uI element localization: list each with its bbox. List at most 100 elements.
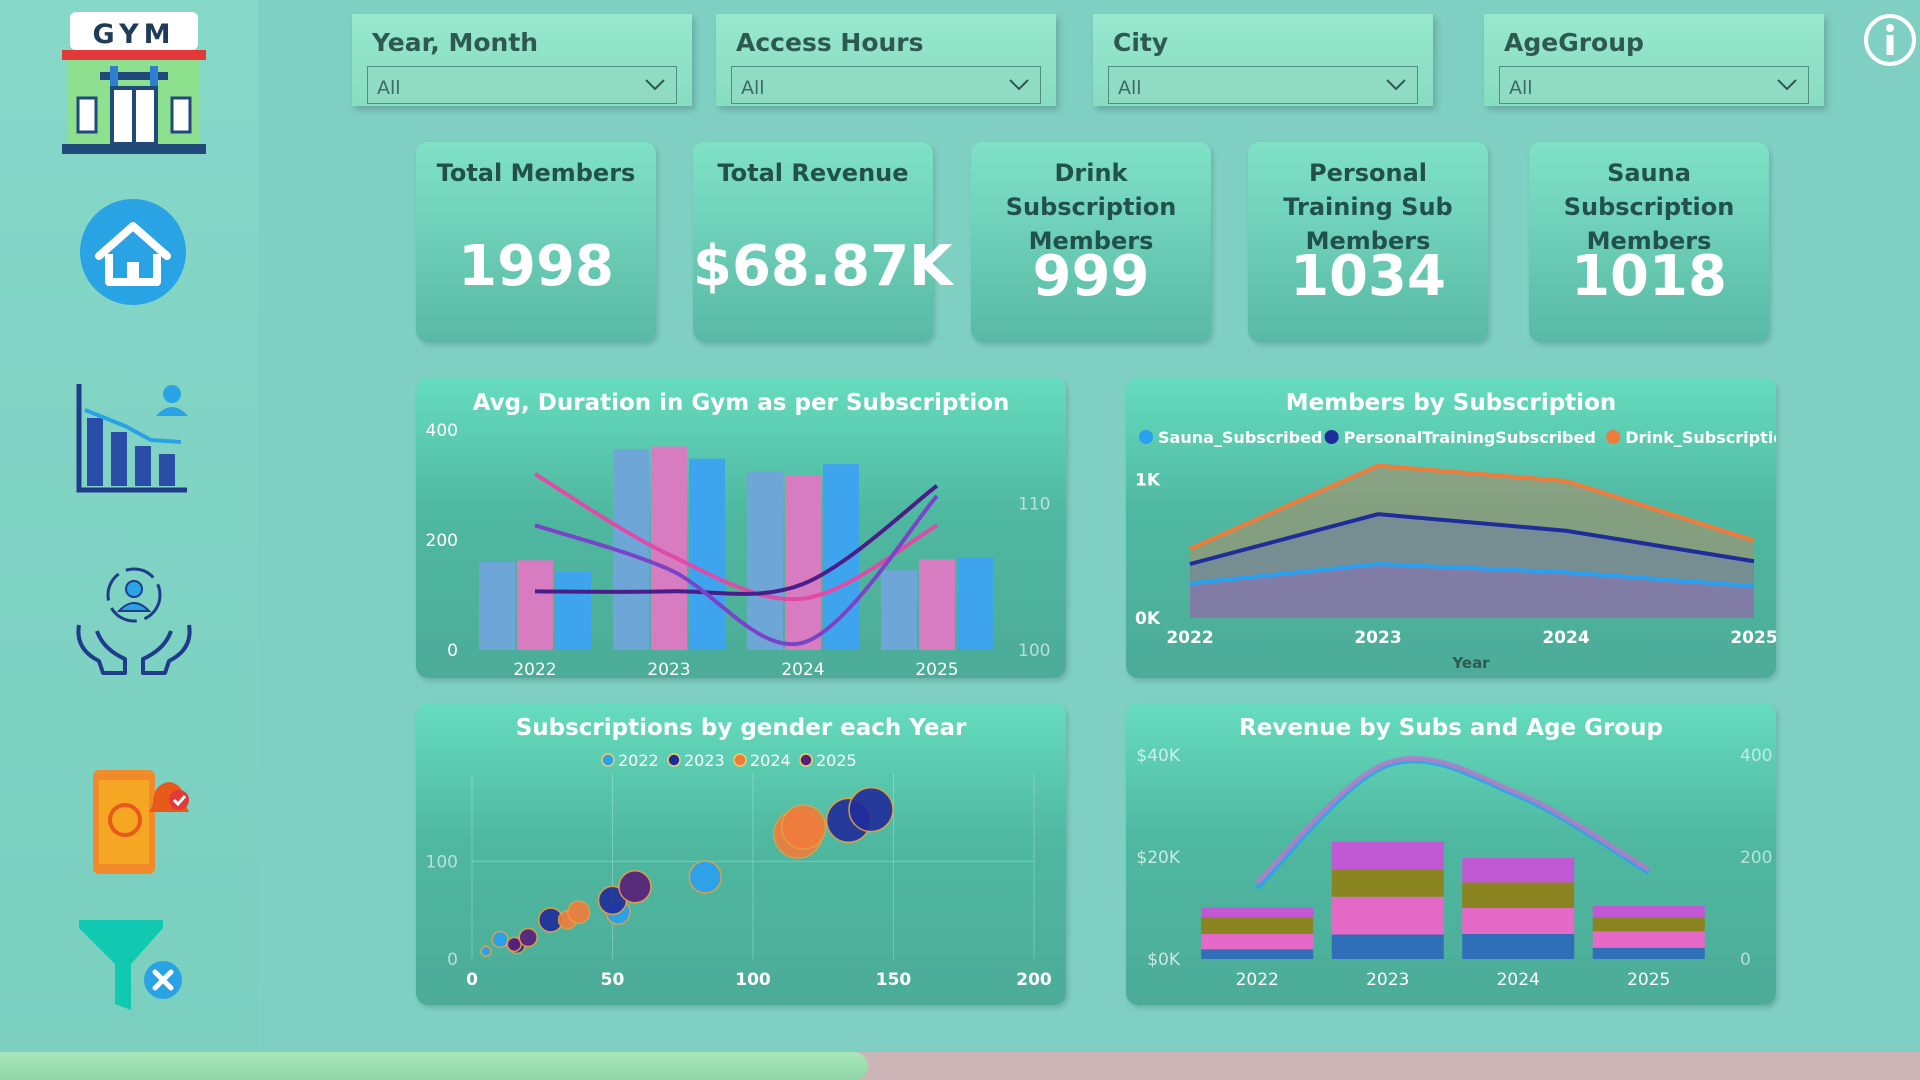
logo-text: GYM [92, 19, 176, 50]
y-tick-label: $20K [1136, 848, 1180, 868]
kpi-total-revenue: Total Revenue $68.87K [693, 142, 953, 342]
slicer-title: Year, Month [372, 28, 539, 57]
bar [785, 475, 821, 650]
gender-scatter-plot: 2022 2023 2024 2025 100 00 50 100 150 200 [426, 751, 1052, 990]
x-tick-label: 2022 [513, 660, 556, 678]
bar [957, 557, 993, 650]
dropdown-value: All [377, 77, 401, 99]
bar [823, 464, 859, 650]
kpi-drink-subscription: Drink Subscription Members 999 [971, 142, 1211, 342]
stacked-bar-segment [1462, 882, 1575, 908]
y-tick-label: 200 [426, 531, 458, 551]
slicer-access-hours: Access Hours All [716, 14, 1056, 106]
slicer-age-group: AgeGroup All [1484, 14, 1824, 106]
legend-marker [601, 753, 615, 767]
nav-member-care[interactable] [55, 565, 215, 685]
area-line [1189, 463, 1755, 551]
card-title: Drink Subscription Members [1005, 159, 1177, 255]
year-month-dropdown[interactable]: All [367, 66, 677, 104]
legend-label: 2024 [750, 751, 791, 770]
access-hours-dropdown[interactable]: All [731, 66, 1041, 104]
trend-line [533, 472, 938, 602]
x-tick-label: 0 [466, 970, 478, 990]
legend-marker [733, 753, 747, 767]
slicer-title: AgeGroup [1504, 28, 1644, 57]
stacked-bar-segment [1201, 949, 1314, 959]
x-tick-label: 2023 [647, 660, 690, 678]
card-value: 1034 [1290, 244, 1446, 309]
info-button[interactable] [1862, 12, 1918, 68]
legend-marker [799, 753, 813, 767]
x-tick-label: 200 [1016, 970, 1052, 990]
bar [747, 471, 783, 650]
stacked-bar-segment [1331, 841, 1444, 870]
legend-marker [1324, 430, 1339, 444]
stacked-bar-segment [1201, 917, 1314, 935]
home-icon [80, 199, 186, 305]
chart-members-by-subscription: Members by Subscription Sauna_Subscribed… [1126, 378, 1776, 678]
x-tick-label: 2022 [1166, 628, 1213, 648]
y-tick-label: 0K [1135, 609, 1161, 629]
nav-clear-filter[interactable] [55, 918, 215, 1038]
avg-duration-plot: 400 200 0 110 100 2022 2023 2024 2025 [426, 421, 1051, 678]
revenue-stacked-plot: $40K $20K $0K 400 200 0 2022 2023 2024 2025 [1136, 746, 1772, 990]
card-title: Personal Training Sub Members [1283, 159, 1453, 255]
nav-home[interactable] [55, 196, 215, 316]
x-tick-label: 150 [876, 970, 912, 990]
stacked-bar-segment [1592, 947, 1705, 959]
trend-line [1255, 755, 1651, 885]
x-tick-label: 2023 [1366, 970, 1409, 990]
trend-line [534, 484, 939, 596]
legend-label: 2022 [618, 751, 659, 770]
x-tick-label: 2025 [915, 660, 958, 678]
chart-title: Revenue by Subs and Age Group [1239, 715, 1663, 741]
x-tick-label: 2024 [781, 660, 824, 678]
dropdown-value: All [741, 77, 765, 99]
card-value: 1998 [458, 234, 614, 299]
y2-tick-label: 400 [1740, 746, 1772, 766]
card-title: Total Revenue [717, 159, 909, 187]
kpi-total-members: Total Members 1998 [416, 142, 656, 342]
legend-label: Drink_Subscription [1625, 428, 1776, 447]
bar [689, 458, 725, 650]
legend-label: PersonalTrainingSubscribed [1344, 428, 1596, 447]
bubble [618, 869, 652, 904]
nav-analytics[interactable] [55, 380, 215, 500]
city-dropdown[interactable]: All [1108, 66, 1418, 104]
bubble [848, 786, 894, 833]
x-tick-label: 2023 [1354, 628, 1401, 648]
bar [517, 560, 553, 650]
y-tick-label: 100 [426, 852, 458, 872]
x-tick-label: 2022 [1236, 970, 1279, 990]
bar [881, 570, 917, 650]
card-title: Total Members [436, 159, 636, 187]
legend-label: 2025 [816, 751, 857, 770]
card-value: $68.87K [693, 234, 953, 299]
y2-tick-label: 100 [1018, 641, 1050, 661]
stacked-bar-segment [1201, 907, 1314, 918]
payment-reminder-icon [93, 770, 189, 874]
age-group-dropdown[interactable]: All [1499, 66, 1809, 104]
stacked-bar-segment [1462, 858, 1575, 883]
chevron-down-icon [1386, 79, 1406, 91]
members-area-plot: Sauna_Subscribed PersonalTrainingSubscrib… [1135, 428, 1776, 672]
legend-marker [1139, 430, 1153, 444]
trend-line [534, 494, 939, 647]
x-tick-label: 2025 [1627, 970, 1670, 990]
y2-tick-label: 200 [1740, 848, 1772, 868]
gym-logo: GYM [58, 10, 210, 155]
kpi-personal-training: Personal Training Sub Members 1034 [1248, 142, 1488, 342]
legend-marker [667, 753, 681, 767]
card-title: Sauna Subscription Members [1563, 159, 1735, 255]
stacked-bar-segment [1592, 931, 1705, 948]
slicer-title: Access Hours [736, 28, 924, 57]
trend-line [1255, 758, 1651, 890]
page-scrollbar-thumb[interactable] [0, 1052, 868, 1080]
x-tick-label: 2024 [1497, 970, 1540, 990]
card-value: 1018 [1571, 244, 1727, 309]
bar [479, 562, 515, 650]
nav-payment-reminder[interactable] [55, 760, 215, 880]
stacked-bar-segment [1462, 934, 1575, 959]
stacked-bar-segment [1331, 896, 1444, 935]
y-tick-label: 400 [426, 421, 458, 441]
